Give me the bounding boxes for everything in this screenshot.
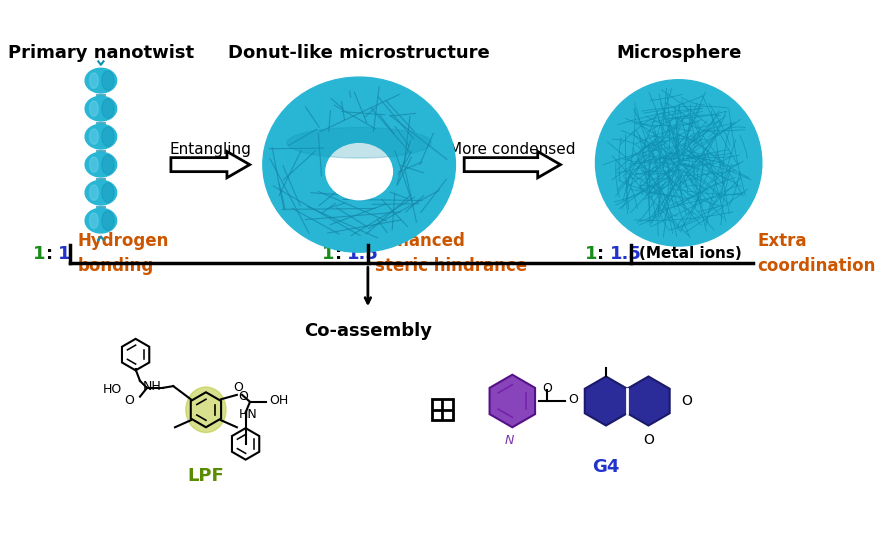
Ellipse shape: [326, 143, 392, 200]
Text: Hydrogen
bonding: Hydrogen bonding: [77, 232, 168, 276]
Text: OH: OH: [269, 394, 289, 407]
Text: 1: 1: [322, 245, 335, 263]
Text: O: O: [568, 393, 578, 406]
Polygon shape: [627, 377, 670, 425]
Text: HN: HN: [239, 408, 258, 421]
Ellipse shape: [186, 387, 226, 432]
Ellipse shape: [287, 127, 431, 158]
Text: (Metal ions): (Metal ions): [639, 247, 742, 262]
Text: Extra
coordination: Extra coordination: [758, 232, 876, 276]
Text: Entangling: Entangling: [169, 142, 251, 157]
Ellipse shape: [85, 152, 117, 177]
Ellipse shape: [89, 185, 98, 200]
Text: LPF: LPF: [188, 467, 225, 485]
Text: 1.5: 1.5: [610, 245, 641, 263]
Ellipse shape: [263, 77, 455, 252]
Ellipse shape: [89, 101, 98, 116]
Bar: [431, 399, 453, 421]
Text: Donut-like microstructure: Donut-like microstructure: [228, 44, 490, 62]
Ellipse shape: [102, 155, 114, 174]
Text: O: O: [542, 382, 553, 395]
Circle shape: [595, 80, 762, 246]
Ellipse shape: [85, 180, 117, 205]
Text: :: :: [46, 245, 53, 263]
Text: NH: NH: [142, 380, 161, 393]
Text: :: :: [597, 245, 604, 263]
Ellipse shape: [85, 96, 117, 121]
Ellipse shape: [102, 99, 114, 118]
Ellipse shape: [89, 213, 98, 228]
Ellipse shape: [85, 208, 117, 233]
Ellipse shape: [102, 71, 114, 90]
Text: O: O: [643, 432, 654, 447]
Text: More condensed: More condensed: [449, 142, 575, 157]
Polygon shape: [585, 377, 627, 425]
FancyArrow shape: [464, 151, 560, 178]
Text: 1: 1: [585, 245, 597, 263]
Text: G4: G4: [592, 458, 620, 476]
Ellipse shape: [89, 73, 98, 88]
Text: O: O: [239, 390, 248, 403]
Ellipse shape: [89, 157, 98, 172]
Text: Co-assembly: Co-assembly: [304, 322, 431, 340]
Text: HO: HO: [103, 383, 123, 396]
FancyArrow shape: [171, 151, 250, 178]
Text: 1.5: 1.5: [347, 245, 379, 263]
Text: O: O: [233, 381, 244, 394]
Text: :: :: [334, 245, 342, 263]
Text: Enhanced
steric hindrance: Enhanced steric hindrance: [374, 232, 527, 276]
Text: 1: 1: [33, 245, 46, 263]
Ellipse shape: [102, 127, 114, 147]
Ellipse shape: [89, 129, 98, 144]
Ellipse shape: [102, 211, 114, 231]
Text: O: O: [125, 394, 134, 407]
Polygon shape: [489, 374, 535, 427]
Text: O: O: [681, 394, 693, 408]
Text: Primary nanotwist: Primary nanotwist: [8, 44, 194, 62]
Text: 1: 1: [58, 245, 70, 263]
Ellipse shape: [85, 68, 117, 93]
Ellipse shape: [102, 183, 114, 202]
Ellipse shape: [85, 124, 117, 149]
Text: Microsphere: Microsphere: [616, 44, 741, 62]
Text: N: N: [505, 434, 515, 447]
